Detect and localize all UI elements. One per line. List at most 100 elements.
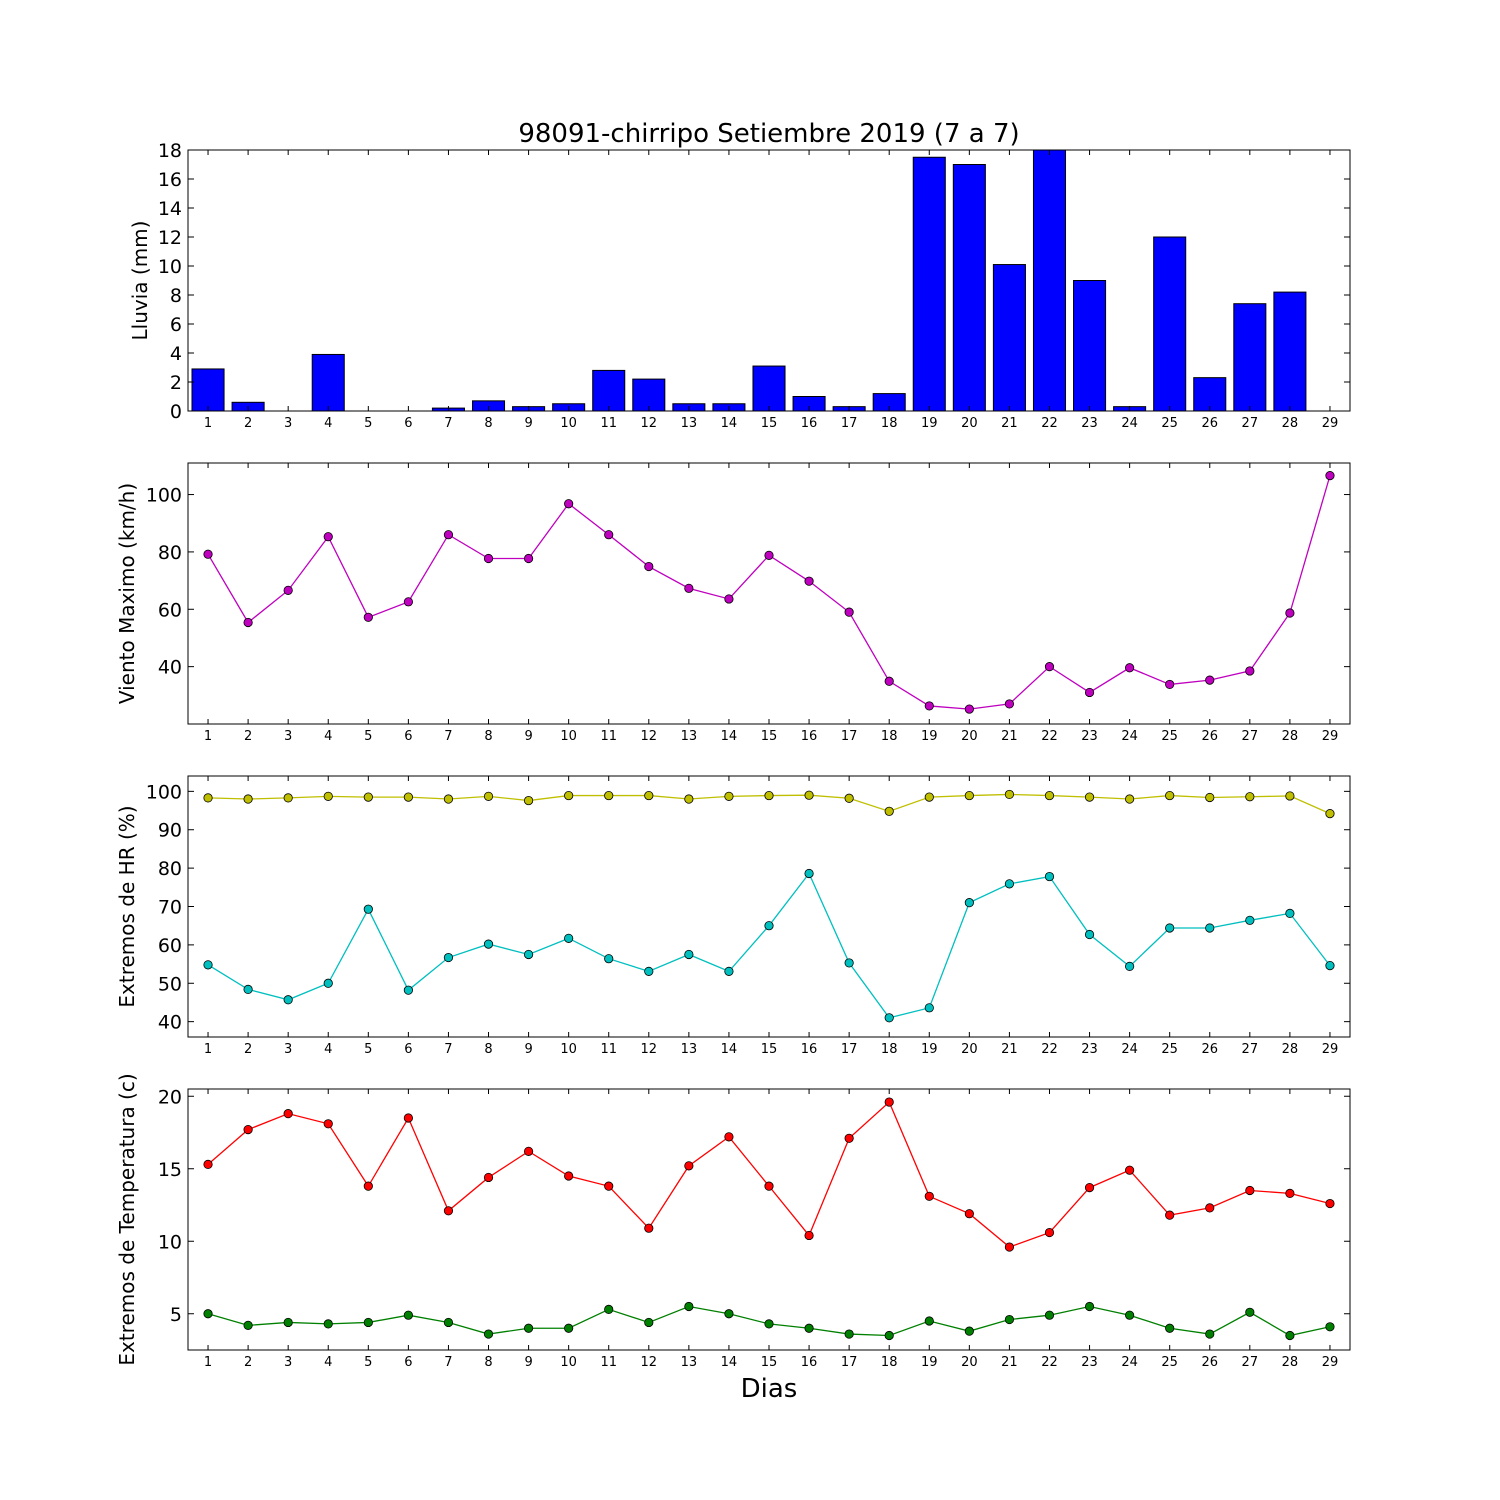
data-point xyxy=(884,1330,894,1341)
rain-bar xyxy=(1233,303,1267,412)
x-tick-label: 24 xyxy=(1121,1042,1138,1057)
data-point xyxy=(564,790,574,801)
y-tick-label: 0 xyxy=(170,401,182,423)
data-point xyxy=(443,952,454,963)
data-point xyxy=(564,1323,574,1333)
data-point xyxy=(1125,961,1135,971)
x-tick-label: 3 xyxy=(284,1355,292,1370)
data-point xyxy=(203,1309,213,1319)
data-point xyxy=(483,1172,494,1183)
data-point xyxy=(764,550,774,560)
data-point xyxy=(924,701,934,711)
x-tick-label: 29 xyxy=(1322,729,1339,744)
x-tick-label: 14 xyxy=(721,1042,738,1057)
data-point xyxy=(1044,1310,1055,1320)
x-tick-label: 7 xyxy=(444,729,452,744)
data-point xyxy=(1165,679,1175,690)
rain-bar xyxy=(1073,280,1107,412)
y-tick-label: 80 xyxy=(158,858,182,880)
x-tick-label: 6 xyxy=(404,729,412,744)
y-tick-label: 12 xyxy=(158,227,182,249)
x-tick-label: 18 xyxy=(881,1355,898,1370)
x-tick-label: 27 xyxy=(1242,416,1259,431)
x-tick-label: 14 xyxy=(721,416,738,431)
data-point xyxy=(323,1319,333,1329)
data-point xyxy=(1125,663,1135,673)
data-point xyxy=(1084,1301,1095,1312)
data-point xyxy=(523,949,534,960)
data-point xyxy=(764,790,774,801)
y-tick-label: 16 xyxy=(158,169,182,191)
rain-bar xyxy=(952,164,986,412)
x-tick-label: 20 xyxy=(961,416,978,431)
data-point xyxy=(924,1003,934,1013)
data-point xyxy=(1004,1242,1015,1252)
x-tick-label: 29 xyxy=(1322,416,1339,431)
data-point xyxy=(523,553,534,564)
x-tick-label: 16 xyxy=(801,1042,818,1057)
data-point xyxy=(1125,1310,1135,1320)
data-point xyxy=(1285,1330,1295,1341)
y-tick-label: 100 xyxy=(146,485,182,507)
y-tick-label: 4 xyxy=(170,343,182,365)
data-point xyxy=(564,933,574,943)
x-tick-label: 12 xyxy=(641,729,658,744)
data-point xyxy=(1205,1203,1215,1213)
data-point xyxy=(243,794,253,804)
x-tick-label: 1 xyxy=(204,1042,212,1057)
data-point xyxy=(443,1206,454,1216)
x-tick-label: 1 xyxy=(204,416,212,431)
y-tick-label: 70 xyxy=(158,897,182,919)
x-tick-label: 17 xyxy=(841,1042,858,1057)
x-tick-label: 4 xyxy=(324,729,332,744)
x-tick-label: 21 xyxy=(1001,729,1018,744)
y-tick-label: 80 xyxy=(158,542,182,564)
x-tick-label: 14 xyxy=(721,729,738,744)
data-point xyxy=(644,1317,654,1328)
x-tick-label: 1 xyxy=(204,729,212,744)
x-tick-label: 19 xyxy=(921,1042,938,1057)
data-point xyxy=(1165,1323,1175,1333)
data-point xyxy=(724,966,734,976)
data-point xyxy=(243,984,253,995)
data-point xyxy=(884,1097,894,1107)
x-tick-label: 5 xyxy=(364,729,372,744)
data-point xyxy=(764,921,774,931)
x-axis-label: Dias xyxy=(741,1374,798,1404)
data-point xyxy=(684,1301,694,1312)
data-point xyxy=(403,597,413,607)
x-tick-label: 20 xyxy=(961,1355,978,1370)
x-tick-label: 2 xyxy=(244,1355,252,1370)
data-point xyxy=(1084,1183,1095,1193)
data-point xyxy=(1084,792,1095,802)
x-tick-label: 11 xyxy=(600,729,617,744)
data-point xyxy=(363,1181,373,1191)
data-point xyxy=(924,792,934,802)
data-point xyxy=(964,704,974,714)
data-point xyxy=(483,791,494,801)
x-tick-label: 25 xyxy=(1161,729,1178,744)
data-point xyxy=(1084,687,1095,698)
x-tick-label: 25 xyxy=(1161,1355,1178,1370)
data-point xyxy=(363,904,373,914)
x-tick-label: 26 xyxy=(1201,416,1218,431)
data-point xyxy=(403,792,413,802)
x-tick-label: 9 xyxy=(524,416,532,431)
data-point xyxy=(1245,915,1255,925)
data-point xyxy=(1165,790,1175,801)
x-tick-label: 20 xyxy=(961,1042,978,1057)
data-point xyxy=(243,617,253,628)
data-point xyxy=(283,995,293,1005)
rain-bar xyxy=(1273,291,1307,412)
chart-panels: 1 2 3 4 5 6 7 8 9 10 11 12 13 14 15 16 17 18 19 20 21 22 23 24 2… xyxy=(115,140,1351,1370)
data-point xyxy=(724,1132,734,1142)
x-tick-label: 25 xyxy=(1161,1042,1178,1057)
data-point xyxy=(684,949,694,960)
x-tick-label: 4 xyxy=(324,416,332,431)
data-point xyxy=(1245,1307,1255,1317)
data-point xyxy=(644,561,654,572)
x-tick-label: 13 xyxy=(681,416,698,431)
x-tick-label: 24 xyxy=(1121,729,1138,744)
x-tick-label: 8 xyxy=(484,416,492,431)
